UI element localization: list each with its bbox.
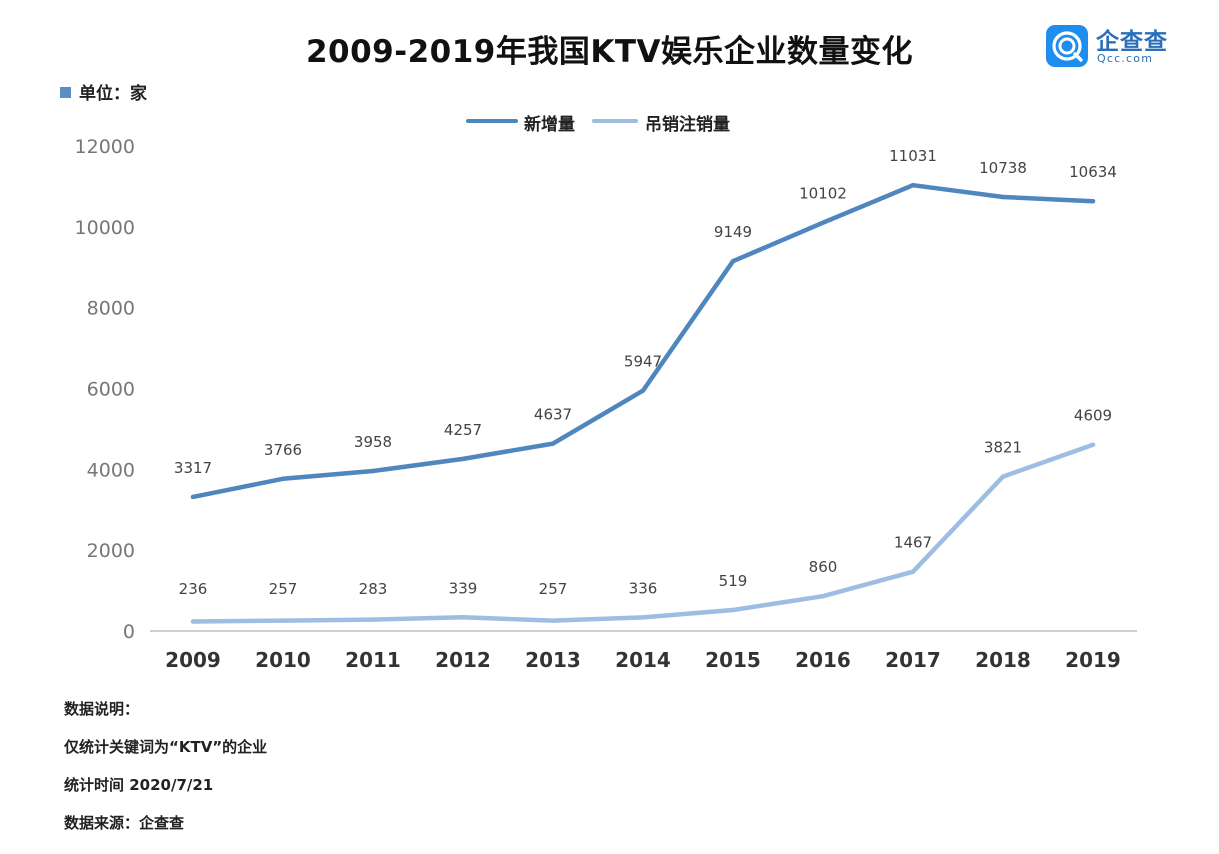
series-1-point (280, 476, 286, 481)
x-tick-label: 2010 (255, 648, 311, 672)
legend-line-series1 (466, 119, 518, 123)
data-label: 11031 (889, 147, 937, 165)
data-label: 1467 (894, 534, 932, 552)
x-tick-label: 2014 (615, 648, 671, 672)
data-label: 3958 (354, 433, 392, 451)
x-tick-label: 2015 (705, 648, 761, 672)
series-1-point (460, 456, 466, 462)
notes-source: 数据来源：企查查 (64, 814, 185, 832)
x-tick-label: 2009 (165, 648, 221, 672)
unit-label-text: 单位：家 (79, 84, 147, 104)
series-1-point (1090, 199, 1096, 204)
legend-line-series2 (592, 119, 638, 123)
data-label: 3766 (264, 441, 302, 459)
logo-text: 企查查 (1096, 29, 1168, 55)
series-2-point (460, 615, 466, 620)
series-1-point (730, 259, 736, 264)
data-label: 10738 (979, 159, 1027, 177)
series-line-1 (190, 182, 1096, 500)
series-1-point (910, 183, 916, 188)
legend: 新增量 吊销注销量 (0, 110, 1219, 135)
x-tick-label: 2018 (975, 648, 1031, 672)
data-label: 236 (179, 580, 208, 598)
x-tick-label: 2013 (525, 648, 581, 672)
notes-date: 统计时间 2020/7/21 (64, 776, 214, 794)
data-label: 257 (539, 580, 568, 598)
notes-heading: 数据说明： (64, 700, 140, 718)
series-1-point (640, 388, 646, 393)
y-tick-label: 4000 (87, 459, 135, 481)
x-tick-label: 2012 (435, 648, 491, 672)
data-label: 9149 (714, 223, 752, 241)
y-tick-label: 10000 (75, 217, 135, 239)
series-1-point (1000, 194, 1006, 200)
data-label: 10634 (1069, 163, 1117, 181)
series-1-point (550, 441, 556, 446)
notes: 数据说明： 仅统计关键词为“KTV”的企业 统计时间 2020/7/21 数据来… (64, 698, 267, 850)
data-label: 283 (359, 580, 388, 598)
qcc-logo: 企查查 Qcc.com (1046, 24, 1176, 70)
x-tick-label: 2016 (795, 648, 851, 672)
data-label: 3317 (174, 459, 212, 477)
series-1-point (370, 468, 376, 474)
chart-title: 2009-2019年我国KTV娱乐企业数量变化 (305, 34, 914, 70)
unit-square-icon (60, 87, 71, 98)
series-2-point (190, 619, 196, 624)
series-2-point (730, 607, 736, 613)
data-label: 3821 (984, 439, 1022, 457)
y-tick-label: 12000 (75, 136, 135, 158)
data-label: 10102 (799, 185, 847, 203)
data-label: 4257 (444, 421, 482, 439)
series-1-point (190, 494, 196, 500)
data-label: 257 (269, 580, 298, 598)
series-2-point (1090, 442, 1096, 447)
data-label: 4637 (534, 406, 572, 424)
x-tick-label: 2017 (885, 648, 941, 672)
legend-label-series2: 吊销注销量 (645, 115, 730, 135)
y-tick-label: 6000 (87, 379, 135, 401)
series-2-point (910, 569, 916, 574)
data-label: 5947 (624, 353, 662, 371)
data-label: 336 (629, 579, 658, 597)
x-tick-label: 2019 (1065, 648, 1121, 672)
data-label: 860 (809, 558, 838, 576)
series-2-point (1000, 474, 1006, 479)
series-2-point (370, 617, 376, 622)
y-tick-label: 2000 (87, 540, 135, 562)
data-label: 519 (719, 572, 748, 590)
series-2-point (640, 615, 646, 620)
y-tick-label: 0 (123, 621, 135, 643)
logo-subtext: Qcc.com (1097, 52, 1154, 65)
legend-label-series1: 新增量 (524, 115, 575, 135)
series-2-point (820, 594, 826, 599)
qcc-logo-icon (1046, 25, 1088, 67)
notes-scope: 仅统计关键词为“KTV”的企业 (64, 738, 268, 756)
series-1-point (820, 220, 826, 225)
series-2-point (280, 618, 286, 623)
x-tick-label: 2011 (345, 648, 401, 672)
unit-label: 单位：家 (60, 79, 147, 104)
y-tick-label: 8000 (87, 298, 135, 320)
series-2-point (550, 618, 556, 623)
data-label: 4609 (1074, 407, 1112, 425)
data-label: 339 (449, 579, 478, 597)
